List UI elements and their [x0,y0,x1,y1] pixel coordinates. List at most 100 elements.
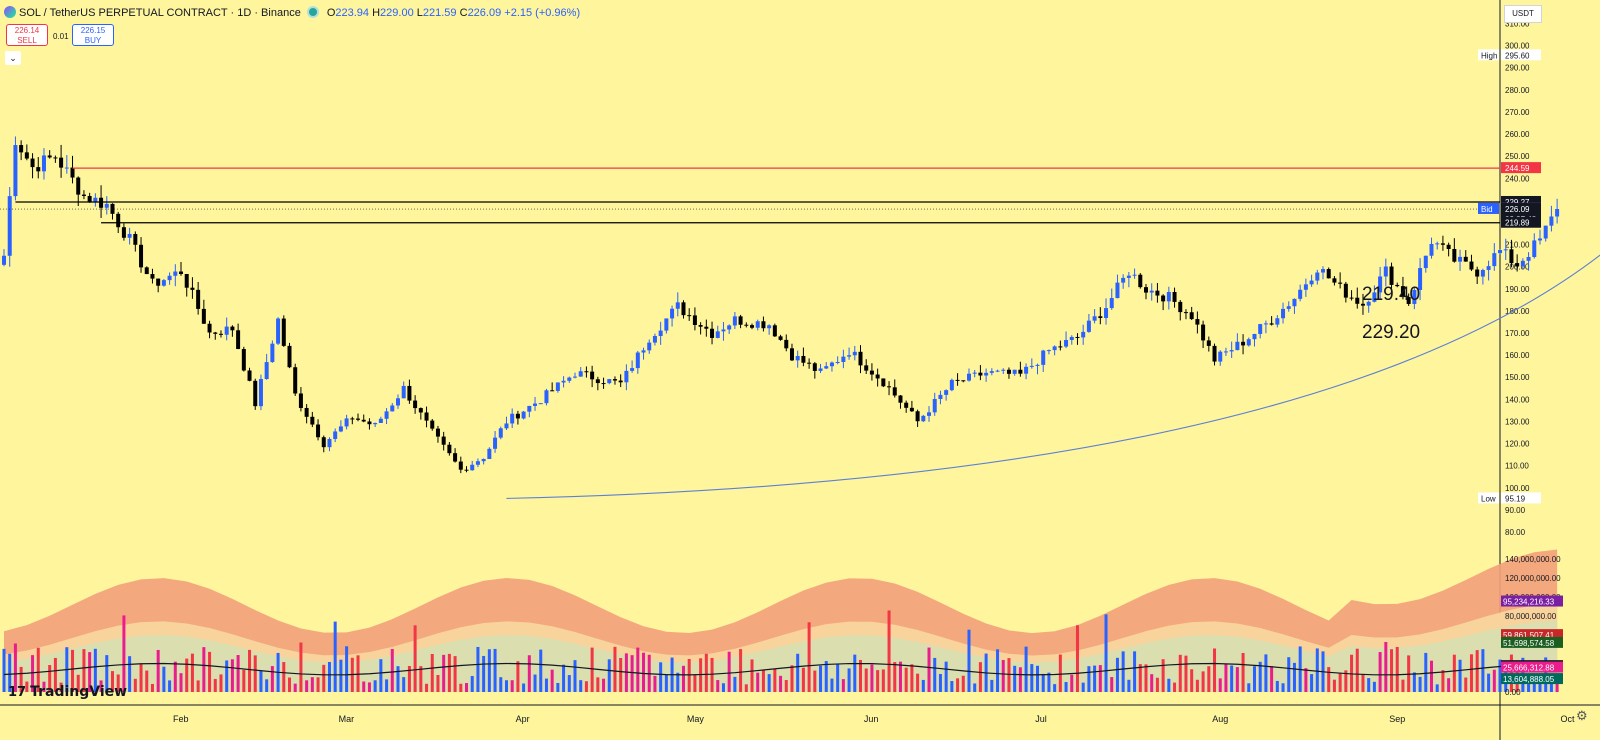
volume-bar [1527,682,1531,692]
chart-header: SOL / TetherUS PERPETUAL CONTRACT · 1D ·… [4,6,580,19]
volume-bar [1127,679,1131,692]
candle-body [807,362,812,364]
price-label-bg [1501,216,1541,228]
candle-body [1006,369,1011,374]
volume-bar [1344,670,1348,692]
candle-body [818,368,823,371]
volume-bar [1367,678,1371,692]
volume-bar [1372,681,1376,692]
volume-bar [1173,682,1177,692]
candle-body [373,423,378,425]
candle-body [236,330,241,350]
volume-bar [1435,684,1439,692]
volume-bar [904,667,908,692]
volume-bar [59,682,63,692]
volume-bar [801,667,805,692]
volume-bar [1492,669,1496,692]
candle-body [887,386,892,388]
y-tick-label: 140.00 [1505,395,1530,404]
candle-body [1532,240,1537,257]
candle-body [1069,336,1074,340]
x-tick-label: May [687,714,705,724]
y-tick-label: 100.00 [1505,484,1530,493]
candle-body [470,464,475,471]
candle-body [504,423,509,429]
candle-body [156,278,161,286]
candle-body [544,390,549,404]
sell-label: SELL [17,36,37,45]
volume-bar [533,674,537,692]
buy-price: 226.15 [80,26,106,35]
sell-button[interactable]: 226.14 SELL [6,24,48,46]
volume-bar [956,678,960,692]
candle-body [847,355,852,357]
volume-bar [1110,677,1114,692]
volume-bar [1355,648,1359,692]
volume-bar [436,674,440,692]
volume-bar [1469,654,1473,692]
chevron-down-icon[interactable]: ⌄ [5,51,21,65]
symbol-title[interactable]: SOL / TetherUS PERPETUAL CONTRACT · 1D ·… [19,7,301,19]
price-tag-bg [1478,49,1499,61]
volume-bar [744,684,748,692]
volume-bar [773,668,777,692]
buy-button[interactable]: 226.15 BUY [72,24,114,46]
candle-body [984,372,989,376]
candle-body [493,437,498,449]
candle-body [430,420,435,429]
gear-icon[interactable]: ⚙ [1576,708,1588,723]
candle-body [515,413,520,419]
candle-body [1275,318,1280,325]
candle-body [167,275,172,281]
volume-bar [841,679,845,692]
volume-bar [396,666,400,692]
candle-body [1463,256,1468,262]
candle-body [70,167,75,178]
candle-body [1549,216,1554,226]
candle-body [789,348,794,361]
volume-bar [71,649,75,692]
volume-bar [504,680,508,692]
volume-bar [813,670,817,692]
candle-body [401,385,406,399]
volume-bar [1270,666,1274,692]
candle-body [258,379,263,407]
candle-body [715,331,720,338]
candle-body [755,321,760,328]
candle-body [618,380,623,383]
candle-body [293,367,298,394]
currency-selector[interactable]: USDT [1504,5,1542,23]
volume-label: 95,234,216.33 [1503,598,1555,607]
volume-bar [824,661,828,692]
volume-label-bg [1501,595,1563,607]
y-tick-label: 310.00 [1505,20,1530,29]
candle-body [584,371,589,373]
volume-bar [339,659,343,692]
candle-body [213,332,218,334]
candle-body [253,380,258,407]
candle-body [1201,324,1206,341]
candle-body [1064,339,1069,347]
volume-bar [293,683,297,692]
price-label-bg [1501,49,1541,61]
candle-body [687,315,692,317]
candle-body [858,351,863,366]
volume-bar [916,673,920,692]
high-value: 229.00 [380,7,414,19]
candle-body [361,419,366,422]
candle-body [949,379,954,391]
candle-body [578,371,583,377]
volume-tick-label: 0.00 [1505,688,1521,697]
candle-body [1503,249,1508,251]
volume-bar [876,670,880,692]
tradingview-logo[interactable]: 17 TradingView [8,684,127,700]
price-label: 295.60 [1505,51,1530,60]
price-tag-bg [1478,492,1499,504]
volume-bar [630,655,634,692]
volume-bar [1361,674,1365,692]
volume-bar [556,682,560,692]
candle-body [1555,209,1560,217]
volume-bar [31,655,35,692]
volume-bar [887,610,891,692]
